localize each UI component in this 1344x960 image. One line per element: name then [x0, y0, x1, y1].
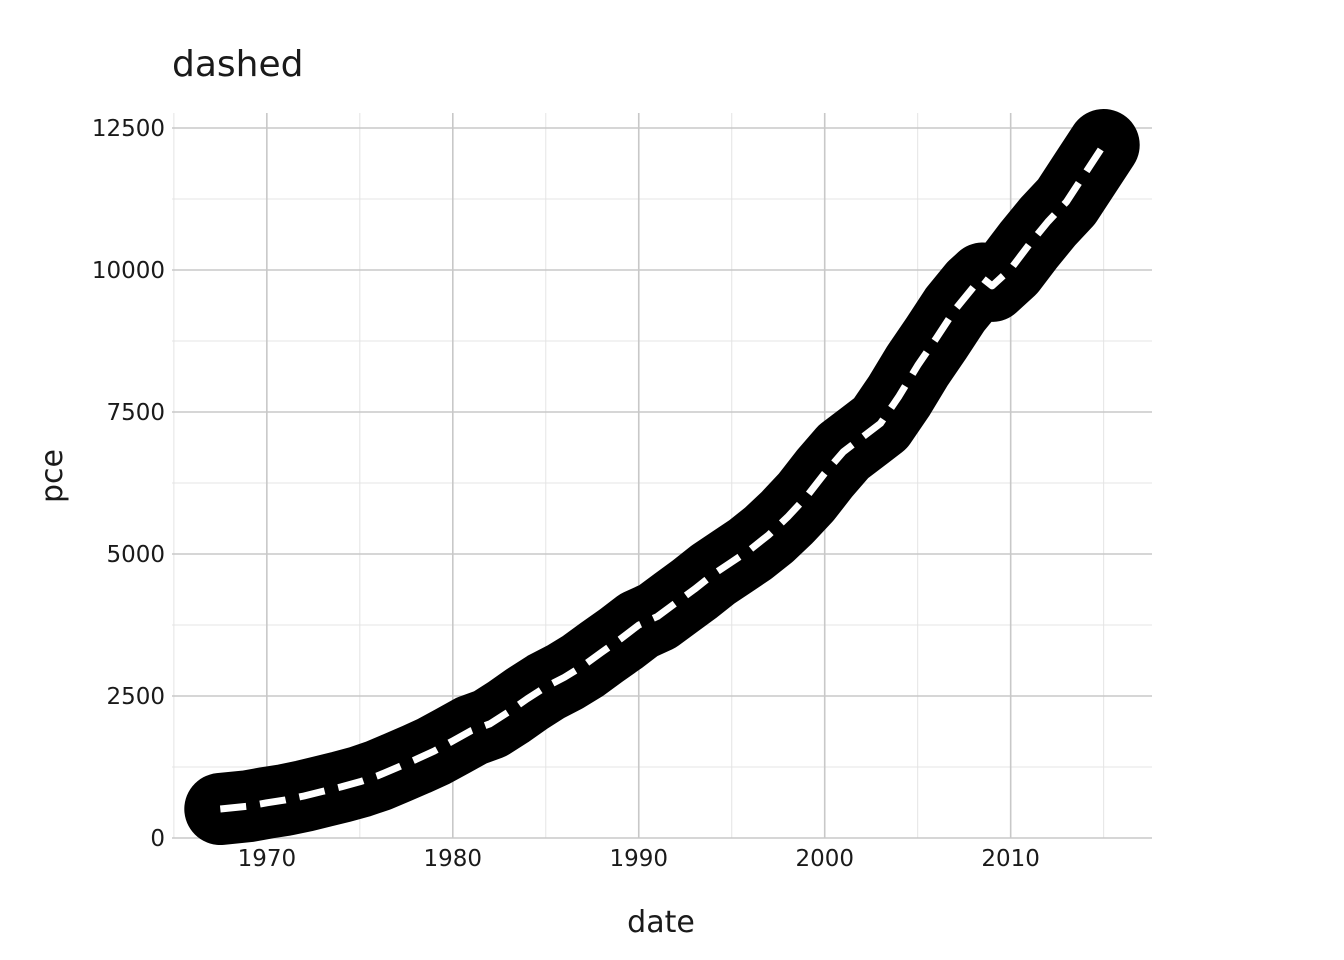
x-axis-label: date [627, 905, 695, 940]
x-tick-label: 2010 [981, 846, 1040, 872]
series-line-dash [219, 143, 1107, 813]
y-tick-label: 7500 [106, 400, 165, 426]
y-tick-labels: 0 2500 5000 7500 10000 12500 [92, 116, 165, 852]
chart-title: dashed [172, 44, 303, 85]
series-line [184, 109, 1140, 845]
y-axis-label: pce [35, 449, 70, 503]
y-tick-label: 2500 [106, 684, 165, 710]
y-tick-label: 10000 [92, 258, 165, 284]
x-tick-label: 1970 [238, 846, 297, 872]
x-tick-labels: 1970 1980 1990 2000 2010 [238, 846, 1040, 872]
y-tick-label: 12500 [92, 116, 165, 142]
x-tick-label: 2000 [795, 846, 854, 872]
x-tick-label: 1990 [609, 846, 668, 872]
y-tick-label: 5000 [106, 542, 165, 568]
x-tick-label: 1980 [424, 846, 483, 872]
series-layer [184, 109, 1140, 845]
y-tick-label: 0 [150, 826, 165, 852]
